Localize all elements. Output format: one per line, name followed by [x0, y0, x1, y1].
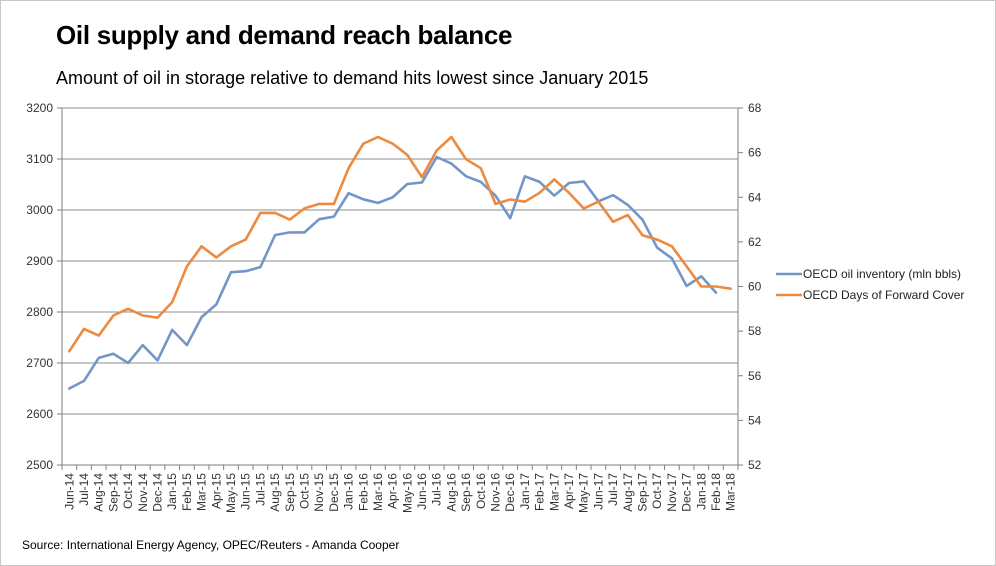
- x-axis-tick-label: Mar-16: [371, 473, 385, 511]
- x-axis-tick-label: May-17: [577, 473, 591, 513]
- x-axis-tick-label: May-15: [224, 473, 238, 513]
- right-axis-tick-label: 64: [748, 190, 762, 204]
- x-axis-tick-label: Jul-15: [253, 473, 267, 506]
- x-axis-tick-label: Nov-15: [312, 473, 326, 512]
- series-line-oecd-oil-inventory: [68, 155, 718, 390]
- left-axis-tick-label: 2500: [26, 458, 53, 472]
- x-axis-tick-label: Oct-15: [297, 473, 311, 509]
- x-axis-tick-label: Apr-16: [386, 473, 400, 509]
- x-axis-tick-label: Dec-14: [151, 473, 165, 512]
- x-axis-tick-label: Jun-15: [239, 473, 253, 510]
- axes: [57, 107, 743, 470]
- x-axis-tick-label: Oct-16: [474, 473, 488, 509]
- x-axis-tick-label: Mar-15: [195, 473, 209, 511]
- right-axis-tick-label: 66: [748, 146, 762, 160]
- x-axis-tick-label: Sep-16: [459, 473, 473, 512]
- right-axis-tick-labels: 52 54 56 58 60 62 64 66 68: [748, 101, 762, 472]
- x-axis-tick-label: Jan-18: [694, 473, 708, 510]
- x-axis-tick-label: Dec-16: [503, 473, 517, 512]
- right-axis-tick-label: 60: [748, 280, 762, 294]
- x-axis-tick-label: Nov-16: [489, 473, 503, 512]
- x-axis-tick-label: Jan-16: [342, 473, 356, 510]
- x-axis-tick-label: May-16: [400, 473, 414, 513]
- x-axis-tick-label: Sep-15: [283, 473, 297, 512]
- gridlines: [62, 107, 738, 415]
- x-axis-tick-label: Apr-15: [209, 473, 223, 509]
- right-axis-tick-label: 58: [748, 324, 762, 338]
- x-axis-tick-label: Jun-14: [62, 473, 76, 510]
- x-axis-tick-label: Mar-18: [724, 473, 738, 511]
- x-axis-tick-label: Aug-15: [268, 473, 282, 512]
- x-axis-tick-label: Jul-16: [430, 473, 444, 506]
- x-axis-tick-label: Feb-18: [709, 473, 723, 511]
- series-line-oecd-days-of-forward-cover: [68, 135, 732, 353]
- left-axis-tick-label: 3100: [26, 152, 53, 166]
- x-axis-tick-label: Jun-16: [415, 473, 429, 510]
- left-axis-tick-label: 2700: [26, 356, 53, 370]
- x-axis-tick-label: Apr-17: [562, 473, 576, 509]
- left-axis-tick-label: 3000: [26, 203, 53, 217]
- legend-label-forward-cover: OECD Days of Forward Cover: [803, 288, 964, 302]
- x-axis-tick-label: Dec-17: [680, 473, 694, 512]
- x-axis-tick-label: Feb-15: [180, 473, 194, 511]
- left-axis-tick-label: 2600: [26, 407, 53, 421]
- legend-label-inventory: OECD oil inventory (mln bbls): [803, 267, 961, 281]
- right-axis-tick-label: 68: [748, 101, 762, 115]
- x-axis-tick-label: Sep-17: [635, 473, 649, 512]
- x-axis-tick-label: Jun-17: [591, 473, 605, 510]
- x-axis-tick-labels: Jun-14 Jul-14 Aug-14 Sep-14 Oct-14 Nov-14 Dec-…: [62, 473, 737, 513]
- x-axis-tick-label: Jan-17: [518, 473, 532, 510]
- left-axis-tick-label: 2800: [26, 305, 53, 319]
- x-axis-tick-label: Aug-16: [444, 473, 458, 512]
- legend: OECD oil inventory (mln bbls) OECD Days o…: [776, 267, 964, 302]
- right-axis-tick-label: 54: [748, 413, 762, 427]
- x-axis-tick-label: Aug-14: [92, 473, 106, 512]
- x-axis-tick-label: Nov-17: [665, 473, 679, 512]
- x-axis-tick-label: Feb-17: [533, 473, 547, 511]
- right-axis-tick-label: 52: [748, 458, 762, 472]
- x-axis-tick-label: Jul-14: [77, 473, 91, 506]
- left-axis-tick-label: 3200: [26, 101, 53, 115]
- x-axis-tick-label: Sep-14: [106, 473, 120, 512]
- x-axis-tick-label: Dec-15: [327, 473, 341, 512]
- x-axis-tick-label: Jul-17: [606, 473, 620, 506]
- source-note: Source: International Energy Agency, OPE…: [22, 538, 400, 552]
- left-axis-tick-labels: 2500 2600 2700 2800 2900 3000 3100 3200: [26, 101, 53, 472]
- right-axis-tick-label: 56: [748, 369, 762, 383]
- x-axis-tick-label: Aug-17: [621, 473, 635, 512]
- left-axis-tick-label: 2900: [26, 254, 53, 268]
- x-axis-tick-label: Nov-14: [136, 473, 150, 512]
- x-axis-tick-label: Oct-14: [121, 473, 135, 509]
- x-axis-tick-label: Jan-15: [165, 473, 179, 510]
- chart-title: Oil supply and demand reach balance: [56, 20, 513, 50]
- chart-subtitle: Amount of oil in storage relative to dem…: [56, 68, 649, 88]
- x-axis-tick-label: Mar-17: [547, 473, 561, 511]
- x-axis-tick-label: Oct-17: [650, 473, 664, 509]
- x-axis-tick-label: Feb-16: [356, 473, 370, 511]
- right-axis-tick-label: 62: [748, 235, 762, 249]
- series-lines: [68, 135, 732, 390]
